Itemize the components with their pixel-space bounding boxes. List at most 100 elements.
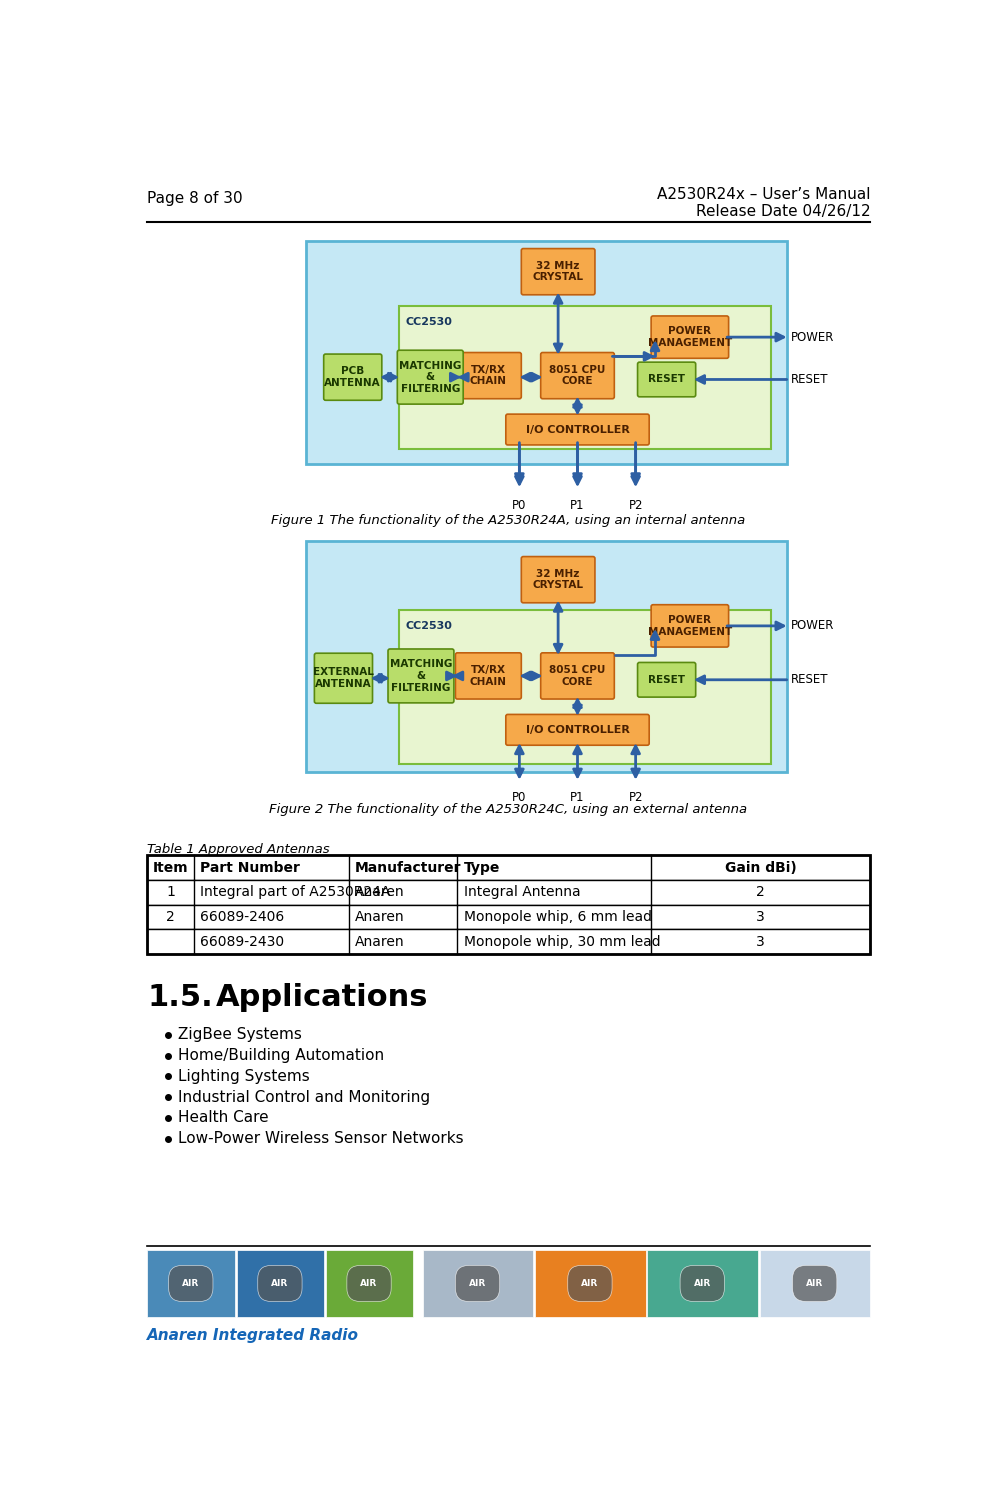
Text: 2: 2 [166,910,175,923]
Text: 8051 CPU
CORE: 8051 CPU CORE [549,365,606,387]
FancyBboxPatch shape [315,653,372,704]
Text: Item: Item [153,861,189,874]
Bar [147,929,871,953]
Text: 3: 3 [757,935,766,949]
FancyBboxPatch shape [521,248,595,294]
Text: 1.5.: 1.5. [147,983,213,1011]
Text: Home/Building Automation: Home/Building Automation [179,1047,384,1064]
Text: Figure 2 The functionality of the A2530R24C, using an external antenna: Figure 2 The functionality of the A2530R… [269,802,748,816]
Text: A2530R24x – User’s Manual: A2530R24x – User’s Manual [657,187,871,202]
Text: 32 MHz
CRYSTAL: 32 MHz CRYSTAL [532,261,584,282]
Text: Low-Power Wireless Sensor Networks: Low-Power Wireless Sensor Networks [179,1131,464,1146]
FancyBboxPatch shape [397,350,463,403]
Text: Monopole whip, 30 mm lead: Monopole whip, 30 mm lead [464,935,660,949]
Text: Applications: Applications [215,983,428,1011]
Text: AIR: AIR [581,1279,599,1288]
Text: PCB
ANTENNA: PCB ANTENNA [325,366,381,388]
Text: Integral Antenna: Integral Antenna [464,886,580,899]
Text: Integral part of A2530R24A: Integral part of A2530R24A [200,886,390,899]
Text: I/O CONTROLLER: I/O CONTROLLER [525,725,630,735]
FancyBboxPatch shape [388,648,454,702]
Text: CC2530: CC2530 [405,622,453,632]
Text: 66089-2430: 66089-2430 [200,935,284,949]
FancyBboxPatch shape [540,653,615,699]
FancyBboxPatch shape [521,557,595,602]
FancyBboxPatch shape [651,315,729,359]
Text: Release Date 04/26/12: Release Date 04/26/12 [696,203,871,220]
Bar [147,880,871,905]
Bar [535,1249,645,1318]
Text: Table 1 Approved Antennas: Table 1 Approved Antennas [147,843,330,856]
Text: MATCHING
&
FILTERING: MATCHING & FILTERING [399,360,462,394]
Text: Part Number: Part Number [200,861,300,874]
Text: 2: 2 [757,886,766,899]
Text: 1: 1 [166,886,175,899]
Text: Monopole whip, 6 mm lead: Monopole whip, 6 mm lead [464,910,651,923]
Text: Type: Type [464,861,499,874]
FancyBboxPatch shape [638,362,696,397]
FancyBboxPatch shape [540,353,615,399]
Text: Anaren: Anaren [355,910,405,923]
Bar [147,856,871,953]
Bar [236,1249,324,1318]
Bar [422,1249,533,1318]
Bar [147,1249,235,1318]
Text: EXTERNAL
ANTENNA: EXTERNAL ANTENNA [313,668,374,689]
Text: P0: P0 [512,792,526,804]
Text: MATCHING
&
FILTERING: MATCHING & FILTERING [390,659,452,693]
Bar [647,1249,758,1318]
Text: P2: P2 [629,792,642,804]
FancyBboxPatch shape [456,653,521,699]
FancyBboxPatch shape [505,714,649,746]
Text: Anaren Integrated Radio: Anaren Integrated Radio [147,1328,359,1343]
Text: 32 MHz
CRYSTAL: 32 MHz CRYSTAL [532,569,584,590]
Bar [326,1249,413,1318]
Text: AIR: AIR [182,1279,200,1288]
Text: AIR: AIR [271,1279,289,1288]
Text: POWER: POWER [790,330,834,344]
FancyBboxPatch shape [638,662,696,698]
Text: CC2530: CC2530 [405,317,453,327]
Text: 8051 CPU
CORE: 8051 CPU CORE [549,665,606,687]
FancyBboxPatch shape [306,541,786,772]
Text: RESET: RESET [648,375,685,384]
Text: Figure 1 The functionality of the A2530R24A, using an internal antenna: Figure 1 The functionality of the A2530R… [271,514,746,527]
Text: P0: P0 [512,499,526,512]
Text: Health Care: Health Care [179,1110,269,1125]
Text: AIR: AIR [360,1279,377,1288]
Text: POWER: POWER [790,620,834,632]
Text: Manufacturer: Manufacturer [355,861,462,874]
Text: TX/RX
CHAIN: TX/RX CHAIN [470,665,506,687]
Bar [147,856,871,880]
Bar [147,905,871,929]
Text: Anaren: Anaren [355,935,405,949]
Text: P2: P2 [629,499,642,512]
Text: RESET: RESET [648,675,685,684]
Text: RESET: RESET [790,374,828,385]
Text: RESET: RESET [790,674,828,686]
FancyBboxPatch shape [505,414,649,445]
Text: Industrial Control and Monitoring: Industrial Control and Monitoring [179,1089,431,1104]
FancyBboxPatch shape [399,611,772,765]
FancyBboxPatch shape [456,353,521,399]
Bar [760,1249,871,1318]
Text: I/O CONTROLLER: I/O CONTROLLER [525,424,630,435]
Text: 66089-2406: 66089-2406 [200,910,284,923]
Text: Gain dBi): Gain dBi) [725,861,796,874]
Text: Anaren: Anaren [355,886,405,899]
FancyBboxPatch shape [306,241,786,465]
FancyBboxPatch shape [324,354,382,400]
Text: P1: P1 [570,792,585,804]
Text: P1: P1 [570,499,585,512]
Text: 3: 3 [757,910,766,923]
Text: Page 8 of 30: Page 8 of 30 [147,191,243,206]
Text: AIR: AIR [806,1279,823,1288]
FancyBboxPatch shape [651,605,729,647]
Text: AIR: AIR [469,1279,487,1288]
Text: TX/RX
CHAIN: TX/RX CHAIN [470,365,506,387]
FancyBboxPatch shape [399,306,772,448]
Text: ZigBee Systems: ZigBee Systems [179,1028,302,1043]
Text: AIR: AIR [694,1279,711,1288]
Text: Lighting Systems: Lighting Systems [179,1068,310,1083]
Text: POWER
MANAGEMENT: POWER MANAGEMENT [647,616,732,636]
